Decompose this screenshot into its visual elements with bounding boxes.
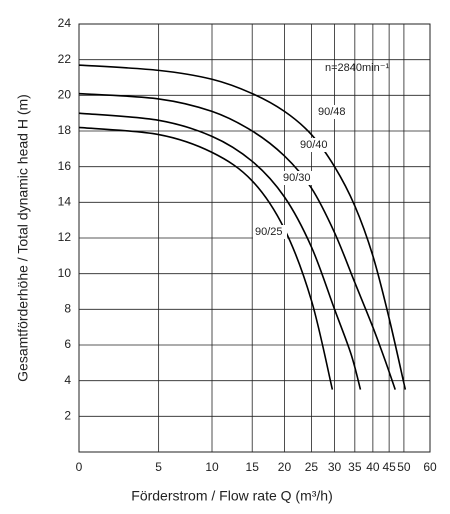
y-tick-label: 2	[64, 409, 71, 423]
y-tick-label: 10	[58, 266, 72, 280]
curve-label: 90/30	[283, 172, 311, 184]
x-tick-label: 30	[328, 460, 342, 474]
y-tick-label: 6	[64, 337, 71, 351]
y-axis-label: Gesamtförderhöhe / Total dynamic head H …	[15, 94, 31, 382]
y-tick-label: 8	[64, 302, 71, 316]
x-tick-label: 25	[305, 460, 319, 474]
pump-curve	[78, 112, 362, 390]
x-tick-label: 5	[155, 460, 162, 474]
y-tick-label: 24	[58, 16, 72, 30]
curve-label-bg	[253, 225, 287, 239]
y-tick-label: 12	[58, 230, 72, 244]
y-tick-label: 14	[58, 195, 72, 209]
y-tick-label: 16	[58, 159, 72, 173]
pump-curve	[78, 64, 407, 390]
x-tick-label: 35	[348, 460, 362, 474]
x-tick-label: 20	[278, 460, 292, 474]
y-tick-label: 22	[58, 52, 72, 66]
annotation: n=2840min⁻¹	[325, 62, 390, 74]
y-tick-label: 4	[64, 373, 71, 387]
curve-label: 90/48	[318, 106, 346, 118]
x-tick-label: 50	[397, 460, 411, 474]
y-tick-label: 20	[58, 88, 72, 102]
x-axis-label: Förderstrom / Flow rate Q (m³/h)	[131, 488, 332, 504]
x-tick-label: 45	[382, 460, 396, 474]
curve-label-bg	[298, 138, 332, 152]
x-tick-label: 40	[366, 460, 380, 474]
pump-curve	[78, 92, 396, 390]
curve-label-bg	[281, 171, 315, 185]
x-tick-label: 15	[246, 460, 260, 474]
x-tick-label: 0	[76, 460, 83, 474]
curve-label: 90/25	[255, 226, 283, 238]
curve-label-bg	[316, 105, 350, 119]
pump-curve	[78, 126, 334, 390]
x-tick-label: 60	[423, 460, 437, 474]
curve-label: 90/40	[300, 139, 328, 151]
y-tick-label: 18	[58, 123, 72, 137]
x-tick-label: 10	[205, 460, 219, 474]
